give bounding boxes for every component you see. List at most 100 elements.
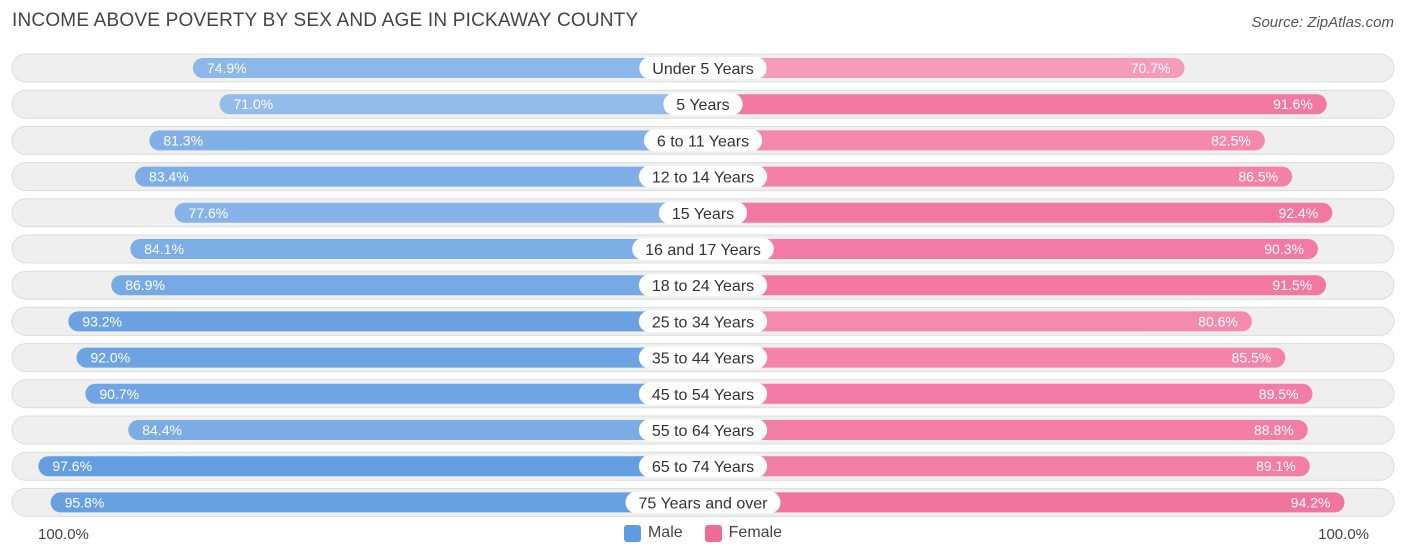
female-value-label: 92.4% — [1279, 205, 1319, 221]
female-value-label: 90.3% — [1264, 241, 1304, 257]
male-value-label: 84.4% — [142, 422, 182, 438]
male-swatch — [623, 524, 641, 542]
male-value-label: 93.2% — [82, 313, 122, 329]
category-pill — [638, 346, 768, 369]
category-pill — [658, 201, 748, 224]
female-bar — [703, 383, 1313, 404]
legend: Male Female — [0, 524, 1406, 542]
row-4: 77.6% 92.4% 15 Years — [11, 198, 1395, 228]
category-pill — [638, 455, 768, 478]
female-value-label: 89.1% — [1256, 458, 1296, 474]
female-value-label: 94.2% — [1291, 494, 1331, 510]
female-value-label: 91.6% — [1273, 96, 1313, 112]
row-0: 74.9% 70.7% Under 5 Years — [11, 53, 1395, 83]
category-label: 55 to 64 Years — [652, 423, 754, 440]
male-bar — [130, 239, 704, 259]
male-value-label: 92.0% — [90, 350, 130, 366]
legend-label-female: Female — [728, 524, 783, 541]
female-bar — [703, 492, 1345, 513]
male-bar — [174, 202, 703, 223]
female-value-label: 91.5% — [1272, 277, 1312, 293]
male-value-label: 90.7% — [99, 386, 139, 402]
female-bar — [703, 58, 1185, 78]
category-pill — [638, 274, 768, 297]
male-value-label: 71.0% — [233, 96, 273, 112]
row-8: 92.0% 85.5% 35 to 44 Years — [11, 343, 1395, 373]
legend-item-male[interactable]: Male — [623, 524, 683, 542]
category-pill — [639, 57, 767, 79]
male-bar — [50, 492, 704, 513]
category-label: 15 Years — [672, 206, 734, 223]
category-label: 18 to 24 Years — [652, 278, 754, 295]
male-bar — [149, 130, 704, 151]
female-bar — [703, 275, 1327, 296]
category-pill — [638, 419, 768, 441]
category-label: 6 to 11 Years — [657, 133, 749, 150]
row-11: 97.6% 89.1% 65 to 74 Years — [11, 451, 1395, 481]
male-value-label: 86.9% — [125, 277, 165, 293]
category-label: 35 to 44 Years — [652, 351, 754, 368]
male-bar — [135, 166, 703, 187]
female-bar — [703, 420, 1308, 440]
male-bar — [38, 456, 704, 477]
female-value-label: 86.5% — [1238, 169, 1278, 185]
source-label: Source: ZipAtlas.com — [1251, 14, 1394, 31]
category-label: 75 Years and over — [639, 495, 769, 512]
category-label: Under 5 Years — [652, 61, 753, 78]
row-6: 86.9% 91.5% 18 to 24 Years — [11, 270, 1395, 300]
male-value-label: 77.6% — [189, 205, 229, 221]
female-swatch — [704, 524, 722, 542]
row-2: 81.3% 82.5% 6 to 11 Years — [11, 125, 1395, 155]
female-bar — [703, 202, 1333, 223]
male-bar — [128, 420, 704, 440]
female-bar — [703, 311, 1252, 332]
female-bar — [703, 130, 1265, 151]
category-label: 45 to 54 Years — [652, 387, 754, 404]
female-value-label: 89.5% — [1259, 386, 1299, 402]
row-1: 71.0% 91.6% 5 Years — [11, 89, 1395, 119]
female-value-label: 85.5% — [1232, 350, 1272, 366]
row-9: 90.7% 89.5% 45 to 54 Years — [11, 379, 1395, 409]
category-pill — [638, 165, 768, 188]
category-label: 16 and 17 Years — [645, 242, 761, 259]
category-pill — [625, 491, 781, 514]
male-value-label: 95.8% — [65, 494, 105, 510]
female-bar — [703, 239, 1318, 259]
row-7: 93.2% 80.6% 25 to 34 Years — [11, 306, 1395, 336]
male-bar — [68, 311, 704, 332]
female-bar — [703, 94, 1327, 115]
female-value-label: 80.6% — [1198, 313, 1238, 329]
female-value-label: 88.8% — [1254, 422, 1294, 438]
male-value-label: 84.1% — [144, 241, 184, 257]
category-pill — [638, 382, 768, 405]
category-label: 65 to 74 Years — [652, 459, 754, 476]
female-bar — [703, 347, 1286, 368]
row-5: 84.1% 90.3% 16 and 17 Years — [11, 234, 1395, 264]
category-pill — [643, 129, 763, 152]
chart-title: INCOME ABOVE POVERTY BY SEX AND AGE IN P… — [12, 10, 639, 31]
category-label: 25 to 34 Years — [652, 314, 754, 331]
category-label: 5 Years — [676, 97, 729, 114]
male-value-label: 97.6% — [52, 458, 92, 474]
male-value-label: 81.3% — [163, 132, 203, 148]
row-3: 83.4% 86.5% 12 to 14 Years — [11, 162, 1395, 192]
category-pill — [663, 93, 743, 116]
male-bar — [76, 347, 704, 368]
male-bar — [111, 275, 703, 296]
category-label: 12 to 14 Years — [652, 170, 754, 187]
category-pill — [632, 238, 774, 260]
female-value-label: 82.5% — [1211, 132, 1251, 148]
row-12: 95.8% 94.2% 75 Years and over — [11, 487, 1395, 517]
male-value-label: 83.4% — [149, 169, 189, 185]
female-bar — [703, 456, 1310, 477]
male-bar — [192, 58, 703, 78]
female-value-label: 70.7% — [1131, 60, 1171, 76]
male-bar — [219, 94, 704, 115]
legend-label-male: Male — [647, 524, 683, 541]
female-bar — [703, 166, 1293, 187]
male-bar — [85, 383, 703, 404]
legend-item-female[interactable]: Female — [704, 524, 783, 542]
male-value-label: 74.9% — [207, 60, 247, 76]
axis-right-label: 100.0% — [1318, 526, 1369, 543]
